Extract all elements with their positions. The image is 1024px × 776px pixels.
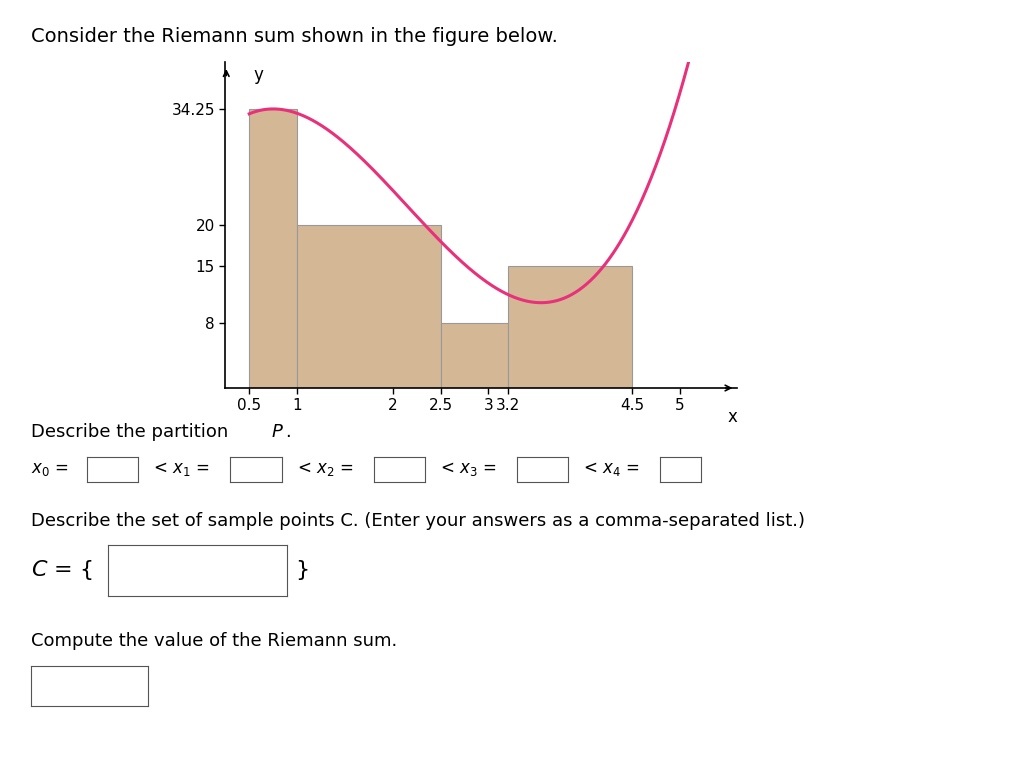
Text: $C$ = $\{$: $C$ = $\{$ [31,559,92,582]
Bar [297,225,440,388]
Text: $x_0$ =: $x_0$ = [31,460,70,479]
Text: $\}$: $\}$ [295,559,308,582]
Text: Compute the value of the Riemann sum.: Compute the value of the Riemann sum. [31,632,397,650]
Text: < $x_4$ =: < $x_4$ = [573,460,642,479]
Text: P: P [271,423,283,441]
Text: y: y [254,66,264,84]
Bar [440,323,508,388]
Bar [508,265,632,388]
Text: Describe the partition: Describe the partition [31,423,233,441]
Text: < $x_1$ =: < $x_1$ = [143,460,212,479]
Text: < $x_3$ =: < $x_3$ = [430,460,499,479]
Bar [249,109,297,388]
Text: Describe the set of sample points C. (Enter your answers as a comma-separated li: Describe the set of sample points C. (En… [31,512,805,530]
Text: < $x_2$ =: < $x_2$ = [287,460,355,479]
Text: Consider the Riemann sum shown in the figure below.: Consider the Riemann sum shown in the fi… [31,27,558,46]
Text: .: . [285,423,291,441]
Text: x: x [728,408,737,426]
